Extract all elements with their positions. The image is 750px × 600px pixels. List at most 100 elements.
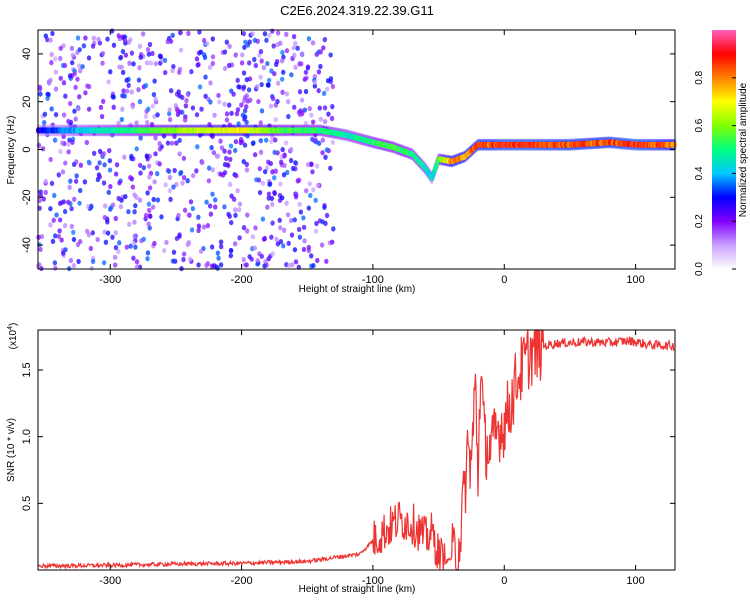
- spectrogram-noise-cell: [70, 52, 76, 58]
- spectrogram-noise-cell: [145, 46, 151, 53]
- spectrogram-noise-cell: [166, 168, 172, 174]
- spectrogram-noise-cell: [232, 241, 238, 247]
- spectrogram-noise-cell: [252, 37, 258, 43]
- spectrogram-noise-cell: [250, 234, 256, 240]
- spectrogram-noise-cell: [259, 81, 264, 88]
- spectrogram-y-tick-label: 20: [21, 96, 33, 108]
- spectrogram-noise-cell: [278, 159, 284, 165]
- spectrogram-noise-cell: [116, 120, 121, 126]
- spectrogram-noise-cell: [110, 234, 115, 240]
- spectrogram-noise-cell: [78, 187, 83, 194]
- spectrogram-noise-cell: [213, 197, 218, 203]
- spectrogram-noise-cell: [159, 214, 164, 220]
- spectrogram-noise-cell: [305, 162, 311, 168]
- spectrogram-noise-cell: [147, 207, 152, 213]
- spectrogram-noise-cell: [281, 243, 286, 249]
- spectrogram-noise-cell: [84, 139, 90, 146]
- spectrogram-noise-cell: [207, 203, 213, 209]
- spectrogram-noise-cell: [43, 178, 48, 184]
- colorbar-tick-label: 0.6: [694, 118, 705, 132]
- spectrogram-noise-cell: [275, 98, 280, 105]
- spectrogram-noise-cell: [263, 137, 269, 143]
- spectrogram-noise-cell: [89, 204, 94, 210]
- spectrogram-x-tick-label: 0: [501, 274, 507, 286]
- spectrogram-noise-cell: [215, 265, 220, 271]
- spectrogram-noise-cell: [61, 199, 66, 205]
- spectrogram-noise-cell: [49, 106, 54, 112]
- spectrogram-noise-cell: [111, 42, 117, 48]
- spectrogram-noise-cell: [101, 180, 107, 186]
- spectrogram-noise-cell: [330, 104, 335, 110]
- spectrogram-noise-cell: [68, 257, 74, 263]
- spectrogram-noise-cell: [176, 212, 181, 219]
- spectrogram-noise-cell: [271, 43, 276, 49]
- spectrogram-noise-cell: [112, 254, 118, 260]
- spectrogram-noise-cell: [272, 190, 277, 196]
- spectrogram-noise-cell: [319, 242, 325, 248]
- spectrogram-noise-cell: [262, 31, 268, 37]
- spectrogram-noise-cell: [127, 221, 132, 227]
- spectrogram-noise-cell: [95, 236, 100, 243]
- spectrogram-noise-cell: [290, 165, 296, 172]
- spectrogram-noise-cell: [281, 172, 287, 178]
- spectrogram-noise-cell: [253, 225, 258, 231]
- spectrogram-noise-cell: [171, 184, 176, 190]
- spectrogram-noise-cell: [120, 69, 126, 76]
- spectrogram-noise-cell: [177, 137, 182, 143]
- spectrogram-noise-cell: [101, 151, 107, 157]
- spectrogram-noise-cell: [222, 148, 227, 154]
- spectrogram-noise-cell: [171, 64, 176, 70]
- spectrogram-noise-cell: [231, 196, 237, 202]
- spectrogram-noise-cell: [137, 43, 143, 49]
- spectrogram-noise-cell: [227, 122, 233, 128]
- spectrogram-noise-cell: [216, 92, 221, 99]
- spectrogram-noise-cell: [122, 154, 127, 160]
- spectrogram-noise-cell: [279, 76, 285, 82]
- spectrogram-noise-cell: [314, 220, 319, 227]
- spectrogram-noise-cell: [89, 265, 94, 271]
- spectrogram-noise-cell: [103, 239, 109, 245]
- spectrogram-noise-cell: [209, 145, 214, 151]
- spectrogram-noise-cell: [37, 84, 43, 90]
- spectrogram-noise-cell: [201, 37, 207, 44]
- spectrogram-noise-cell: [119, 197, 124, 203]
- spectrogram-noise-cell: [152, 78, 157, 84]
- spectrogram-noise-cell: [163, 69, 168, 76]
- spectrogram-noise-cell: [85, 83, 90, 89]
- spectrogram-noise-cell: [229, 219, 234, 226]
- spectrogram-noise-cell: [68, 122, 73, 128]
- spectrogram-noise-cell: [86, 55, 92, 61]
- spectrogram-noise-cell: [113, 230, 118, 236]
- spectrogram-noise-cell: [86, 106, 92, 112]
- spectrogram-noise-cell: [170, 32, 175, 38]
- spectrogram-noise-cell: [38, 246, 43, 252]
- spectrogram-noise-cell: [177, 232, 182, 238]
- spectrogram-noise-cell: [205, 223, 211, 229]
- spectrogram-noise-cell: [187, 212, 192, 218]
- spectrogram-noise-cell: [262, 263, 267, 269]
- spectrogram-noise-cell: [305, 64, 311, 70]
- spectrogram-noise-cell: [161, 247, 167, 254]
- spectrogram-noise-cell: [66, 118, 71, 125]
- spectrogram-noise-cell: [69, 45, 75, 51]
- spectrogram-noise-cell: [245, 133, 250, 139]
- spectrogram-marks: [36, 28, 677, 272]
- spectrogram-noise-cell: [197, 132, 203, 138]
- spectrogram-noise-cell: [293, 64, 298, 70]
- spectrogram-noise-cell: [330, 139, 336, 145]
- spectrogram-noise-cell: [167, 107, 172, 113]
- spectrogram-noise-cell: [114, 162, 120, 168]
- spectrogram-noise-cell: [66, 141, 71, 148]
- spectrogram-noise-cell: [331, 226, 336, 232]
- spectrogram-noise-cell: [313, 228, 319, 234]
- spectrogram-noise-cell: [124, 88, 130, 94]
- spectrogram-noise-cell: [190, 205, 196, 212]
- spectrogram-noise-cell: [322, 118, 328, 125]
- spectrogram-noise-cell: [280, 49, 285, 56]
- spectrogram-noise-cell: [137, 162, 143, 168]
- spectrogram-noise-cell: [295, 45, 300, 51]
- spectrogram-noise-cell: [282, 152, 287, 158]
- spectrogram-noise-cell: [269, 68, 274, 74]
- spectrogram-noise-cell: [86, 159, 92, 165]
